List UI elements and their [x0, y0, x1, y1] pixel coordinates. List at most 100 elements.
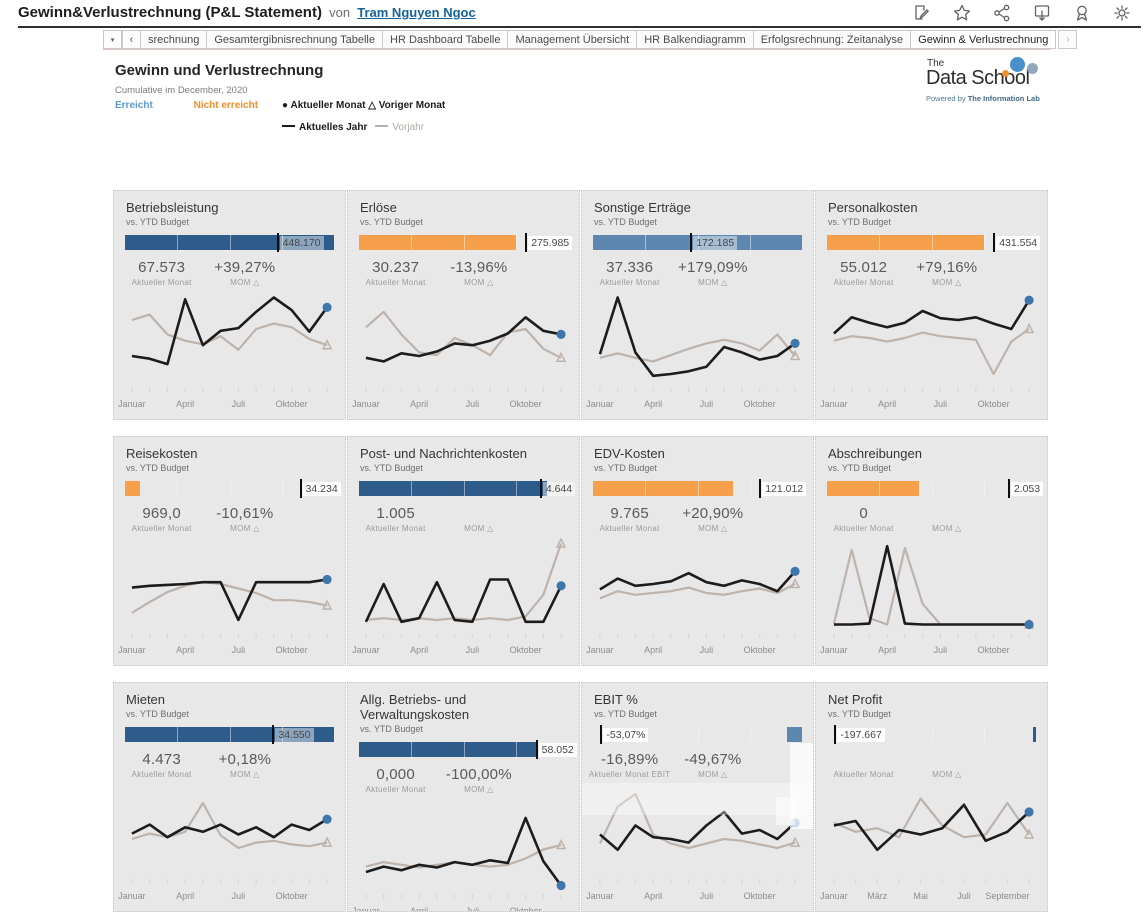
bullet-chart[interactable]: 34.550	[125, 725, 334, 744]
logo-dot-orange-small	[1002, 70, 1009, 77]
line-chart[interactable]	[124, 287, 335, 399]
bullet-value-label: 431.554	[996, 236, 1041, 250]
tab-list-dropdown-button[interactable]: ▾	[103, 30, 122, 49]
sheet-tab[interactable]: Management Übersicht	[507, 30, 638, 49]
current-month-block: 9.765 Aktueller Monat	[588, 505, 671, 533]
bullet-chart[interactable]: 275.985	[359, 233, 573, 252]
line-chart[interactable]	[592, 533, 803, 645]
month-tick-label: Juli	[699, 891, 714, 901]
line-chart[interactable]	[358, 533, 569, 645]
download-icon[interactable]	[1032, 3, 1052, 23]
mom-value: -100,00%	[445, 766, 512, 783]
current-month-dot-marker	[322, 574, 332, 585]
sheet-tab[interactable]: Erfolgsrechnung: Zeitanalyse	[752, 30, 912, 49]
kpi-tile[interactable]: Post- und Nachrichtenkosten vs. YTD Budg…	[347, 436, 580, 666]
bullet-chart[interactable]: -53,07%	[593, 725, 802, 744]
kpi-tile[interactable]: Allg. Betriebs- und Verwaltungskosten vs…	[347, 682, 580, 912]
tile-title: EBIT %	[594, 692, 638, 707]
bullet-gridline	[463, 235, 465, 250]
bullet-gridline	[697, 235, 699, 250]
line-chart[interactable]	[592, 287, 803, 399]
month-tick-label: Juli	[699, 645, 714, 655]
bullet-gridline	[879, 481, 881, 496]
kpi-tile[interactable]: Mieten vs. YTD Budget 34.550 4.473 Aktue…	[113, 682, 346, 912]
edit-icon[interactable]	[912, 3, 932, 23]
badge-icon[interactable]	[1072, 3, 1092, 23]
month-tick-label: Juli	[231, 399, 246, 409]
month-axis: Januar April Juli Oktober	[352, 645, 569, 658]
kpi-tile[interactable]: Net Profit vs. YTD Budget -197.667 Aktue…	[815, 682, 1048, 912]
line-chart[interactable]	[124, 779, 335, 891]
kpi-numbers-row: -16,89% Aktueller Monat EBIT -49,67% MOM…	[588, 751, 807, 779]
kpi-tile[interactable]: Sonstige Erträge vs. YTD Budget 172.185 …	[581, 190, 814, 420]
month-tick-label: Mai	[913, 891, 928, 901]
month-tick-label: Oktober	[977, 645, 1010, 655]
bullet-chart[interactable]: 58.052	[359, 740, 577, 759]
tab-scroll-prev-button[interactable]: ‹	[122, 30, 141, 49]
mom-label: MOM △	[932, 524, 962, 533]
previous-month-triangle-marker	[1023, 322, 1035, 334]
tile-title: Net Profit	[828, 692, 883, 707]
author-link[interactable]: Tram Nguyen Ngoc	[357, 5, 476, 20]
mom-label: MOM △	[698, 770, 728, 779]
sheet-tab[interactable]: srechnung	[140, 30, 208, 49]
current-year-line-swatch	[282, 125, 295, 128]
bullet-bar	[593, 481, 734, 496]
bullet-chart[interactable]: 121.012	[593, 479, 807, 498]
kpi-tile[interactable]: EDV-Kosten vs. YTD Budget 121.012 9.765 …	[581, 436, 814, 666]
current-year-line	[365, 816, 563, 887]
sheet-tab[interactable]: Gesamtergibnisrechnung Tabelle	[206, 30, 383, 49]
bullet-gridline	[463, 742, 465, 757]
mom-label: MOM △	[464, 785, 494, 794]
line-chart[interactable]	[826, 779, 1037, 891]
bullet-value-label: -197.667	[837, 728, 885, 742]
kpi-tile[interactable]: Reisekosten vs. YTD Budget 34.234 969,0 …	[113, 436, 346, 666]
favorite-star-icon[interactable]	[952, 3, 972, 23]
bullet-value-label: 121.012	[762, 482, 807, 496]
bullet-gridline	[229, 235, 231, 250]
current-month-value: 55.012	[840, 259, 888, 276]
kpi-tile[interactable]: Erlöse vs. YTD Budget 275.985 30.237 Akt…	[347, 190, 580, 420]
sheet-tab[interactable]: Gewinn & Verlustrechnung	[910, 30, 1057, 49]
bullet-chart[interactable]: 4.644	[359, 479, 576, 498]
bullet-chart[interactable]: 448.170	[125, 233, 334, 252]
bullet-reference-line	[993, 233, 996, 252]
kpi-tile[interactable]: Betriebsleistung vs. YTD Budget 448.170 …	[113, 190, 346, 420]
bullet-reference-line	[1007, 479, 1010, 498]
line-chart[interactable]	[592, 779, 803, 891]
sheet-tab[interactable]: HR Balkendiagramm	[636, 30, 754, 49]
data-school-logo[interactable]: The Data School Powered by The Informati…	[926, 57, 1056, 103]
month-tick-label: Januar	[352, 645, 380, 655]
month-tick-label: September	[985, 891, 1030, 901]
tab-scroll-next-button[interactable]: ›	[1058, 30, 1078, 49]
line-chart[interactable]	[358, 794, 569, 906]
tile-subtitle: vs. YTD Budget	[126, 217, 189, 227]
line-chart[interactable]	[124, 533, 335, 645]
line-chart[interactable]	[826, 287, 1037, 399]
bullet-chart[interactable]: 431.554	[827, 233, 1041, 252]
mom-value: +179,09%	[678, 259, 748, 276]
bullet-chart[interactable]: -197.667	[827, 725, 1036, 744]
bullet-chart[interactable]: 172.185	[593, 233, 802, 252]
bullet-gridline	[931, 727, 933, 742]
share-icon[interactable]	[992, 3, 1012, 23]
bullet-chart[interactable]: 2.053	[827, 479, 1044, 498]
bullet-bar	[827, 235, 984, 250]
line-chart[interactable]	[826, 533, 1037, 645]
line-chart[interactable]	[358, 287, 569, 399]
sheet-tab[interactable]: HR Dashboard Tabelle	[382, 30, 509, 49]
current-month-label: Aktueller Monat	[599, 524, 660, 533]
settings-gear-icon[interactable]	[1112, 3, 1132, 23]
kpi-tile[interactable]: Abschreibungen vs. YTD Budget 2.053 0 Ak…	[815, 436, 1048, 666]
legend-current-month: Aktueller Monat	[290, 100, 366, 111]
bullet-bar	[359, 481, 548, 496]
month-tick-label: Januar	[820, 399, 848, 409]
mom-label: MOM △	[230, 770, 260, 779]
kpi-tile[interactable]: Personalkosten vs. YTD Budget 431.554 55…	[815, 190, 1048, 420]
bullet-gridline	[281, 481, 283, 496]
kpi-numbers-row: 9.765 Aktueller Monat +20,90% MOM △	[588, 505, 807, 533]
line-legend: Aktuelles Jahr Vorjahr	[282, 122, 424, 133]
bullet-chart[interactable]: 34.234	[125, 479, 341, 498]
kpi-tile[interactable]: EBIT % vs. YTD Budget -53,07% -16,89% Ak…	[581, 682, 814, 912]
bullet-gridline	[229, 481, 231, 496]
